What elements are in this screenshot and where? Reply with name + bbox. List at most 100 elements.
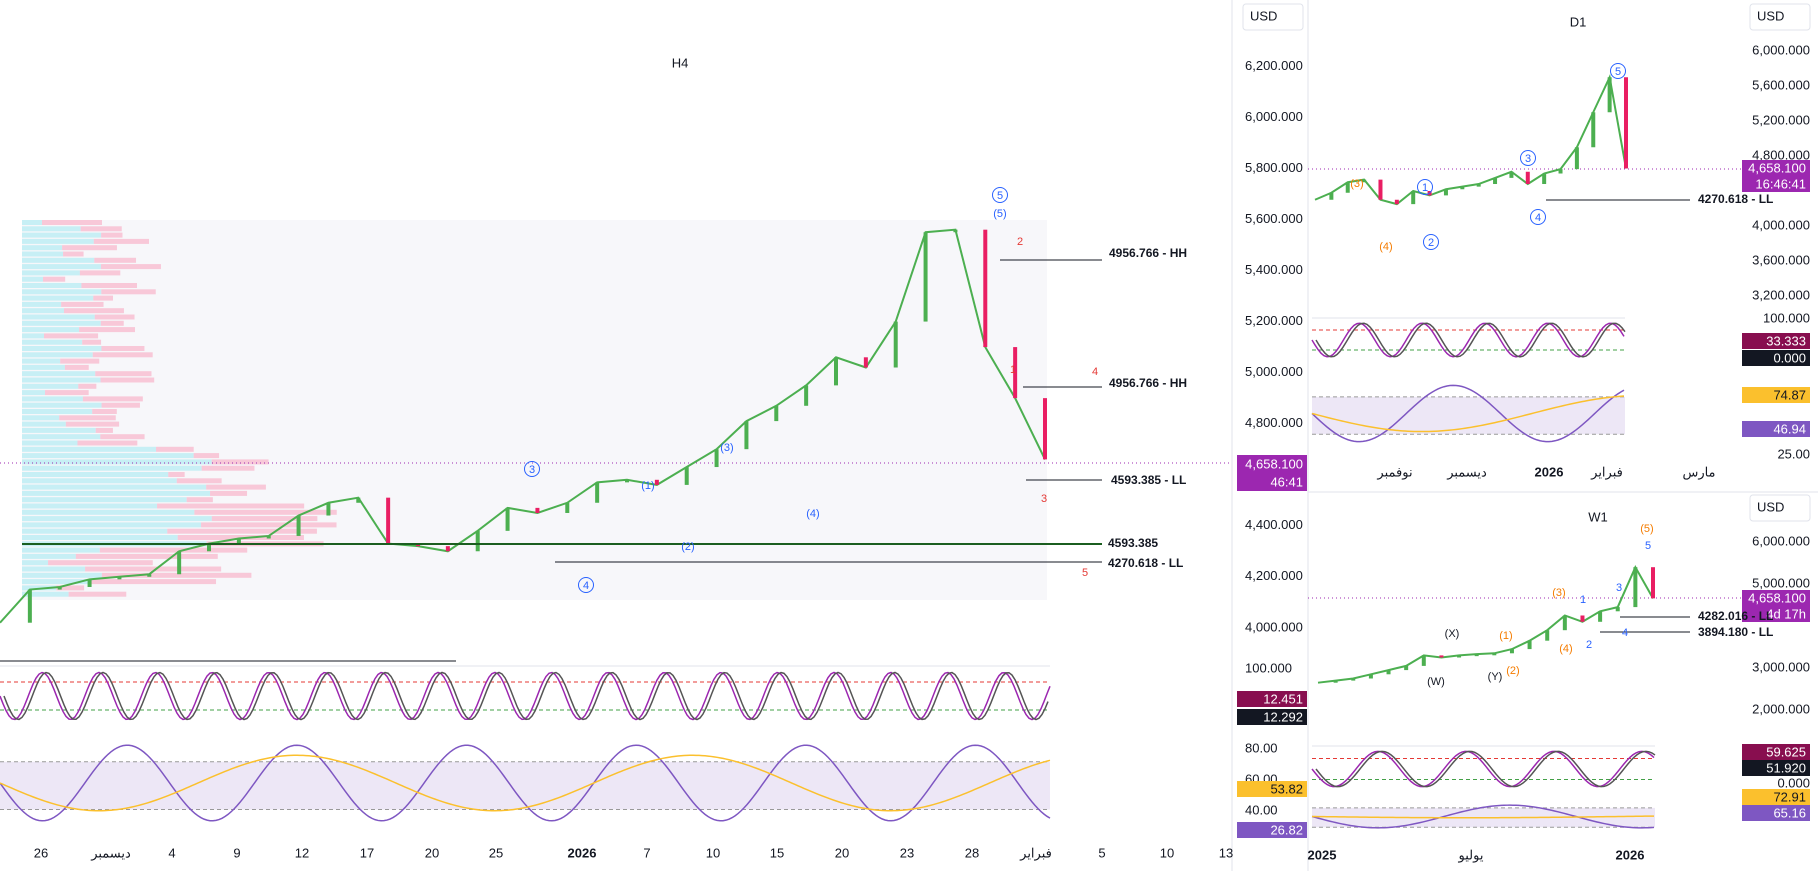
- x-tick-label: 12: [295, 845, 309, 860]
- currency: USD: [1757, 8, 1784, 23]
- currency-box[interactable]: [1749, 3, 1811, 31]
- wave-circle: [578, 577, 594, 593]
- profile-bar: [95, 427, 113, 433]
- candle: [1013, 347, 1018, 399]
- currency-box[interactable]: [1749, 494, 1811, 522]
- profile-bar: [22, 453, 194, 459]
- profile-bar: [77, 440, 138, 446]
- wave-label: (5): [993, 208, 1006, 220]
- price-tag-text: 12.451: [1263, 691, 1303, 706]
- profile-bar: [22, 289, 102, 295]
- price-line: [1317, 564, 1654, 684]
- currency: USD: [1250, 8, 1277, 23]
- price-tag: [1237, 455, 1307, 473]
- profile-bar: [22, 352, 93, 358]
- candle: [1474, 654, 1479, 657]
- profile-bar: [22, 364, 65, 370]
- profile-bar: [22, 371, 96, 377]
- wave-label: (W): [1427, 676, 1445, 688]
- pane-title: D1: [1570, 14, 1587, 29]
- price-tag-text: 12.292: [1263, 709, 1303, 724]
- currency-box[interactable]: [1242, 3, 1304, 31]
- profile-bar: [22, 421, 66, 427]
- wave-label: 3: [529, 464, 535, 476]
- x-tick-label: 13: [1219, 845, 1233, 860]
- profile-bar: [82, 396, 143, 402]
- profile-bar: [22, 333, 45, 339]
- y-tick-label: 2,000.000: [1752, 701, 1810, 716]
- profile-bar: [167, 528, 317, 534]
- profile-bar: [56, 585, 85, 591]
- candle: [834, 357, 838, 386]
- oscillator: [1311, 815, 1655, 819]
- candle: [1558, 169, 1563, 174]
- level-label: 4593.385: [1108, 536, 1158, 550]
- profile-bar: [22, 226, 81, 232]
- level-label: 4956.766 - HH: [1109, 246, 1187, 260]
- oscillator: [1315, 322, 1626, 358]
- profile-bar: [22, 579, 91, 585]
- profile-bar: [81, 283, 137, 288]
- wave-label: 5: [997, 190, 1003, 202]
- profile-bar: [90, 579, 217, 585]
- wave-label: (1): [641, 480, 654, 492]
- profile-bar: [186, 497, 213, 503]
- profile-bar: [22, 390, 46, 396]
- oscillator: [1311, 384, 1625, 443]
- profile-bar: [22, 484, 207, 490]
- candle: [654, 479, 659, 485]
- wave-label: 1: [1580, 594, 1586, 606]
- price-tag-text: 72.91: [1773, 789, 1806, 804]
- price-tag: [1742, 350, 1810, 366]
- profile-bar: [93, 238, 149, 244]
- candle: [1493, 177, 1498, 185]
- price-tag-text: 51.920: [1766, 760, 1806, 775]
- profile-bar: [101, 402, 140, 408]
- wave-label: 4: [1535, 212, 1541, 224]
- candle: [445, 546, 450, 552]
- wave-label: (4): [1559, 643, 1572, 655]
- profile-bar: [64, 364, 89, 370]
- profile-bar: [22, 257, 95, 263]
- price-tag-text: 4d 17h: [1766, 606, 1806, 621]
- wave-label: 3: [1616, 582, 1622, 594]
- candle: [326, 502, 331, 516]
- price-tag: [1742, 333, 1810, 349]
- candle: [1580, 615, 1585, 622]
- x-tick-label: 15: [770, 845, 784, 860]
- candle: [475, 530, 480, 552]
- candle: [774, 405, 779, 422]
- profile-bar: [22, 490, 211, 496]
- oscillator: [1315, 750, 1656, 788]
- profile-bar: [22, 591, 69, 597]
- price-tag: [1742, 387, 1810, 403]
- y-tick-label: 5,000.000: [1752, 575, 1810, 590]
- profile-bar: [176, 478, 222, 484]
- price-tag: [1237, 473, 1307, 491]
- price-line: [0, 228, 1046, 624]
- profile-bar: [22, 327, 80, 333]
- profile-bar: [99, 547, 248, 553]
- x-tick-label: 4: [168, 845, 175, 860]
- x-tick-label: 23: [900, 845, 914, 860]
- candle: [1386, 670, 1391, 675]
- profile-bar: [43, 276, 66, 282]
- candle: [505, 507, 510, 531]
- y-tick-label: 5,600.000: [1245, 211, 1303, 226]
- candle: [266, 535, 271, 539]
- candle: [1443, 189, 1448, 196]
- y-tick-label: 4,800.000: [1245, 415, 1303, 430]
- profile-bar: [22, 314, 95, 320]
- price-tag-text: 65.16: [1773, 805, 1806, 820]
- oscillator: [1311, 322, 1625, 358]
- wave-label: (2): [1506, 665, 1519, 677]
- wave-label: 1: [1010, 364, 1016, 376]
- x-tick-label: نوفمبر: [1376, 464, 1412, 480]
- profile-bar: [22, 301, 62, 307]
- price-tag-text: 16:46:41: [1755, 176, 1806, 191]
- profile-bar: [62, 245, 117, 251]
- x-tick-label: مارس: [1682, 464, 1715, 480]
- candle: [1492, 653, 1497, 656]
- y-tick-label: 4,800.000: [1752, 147, 1810, 162]
